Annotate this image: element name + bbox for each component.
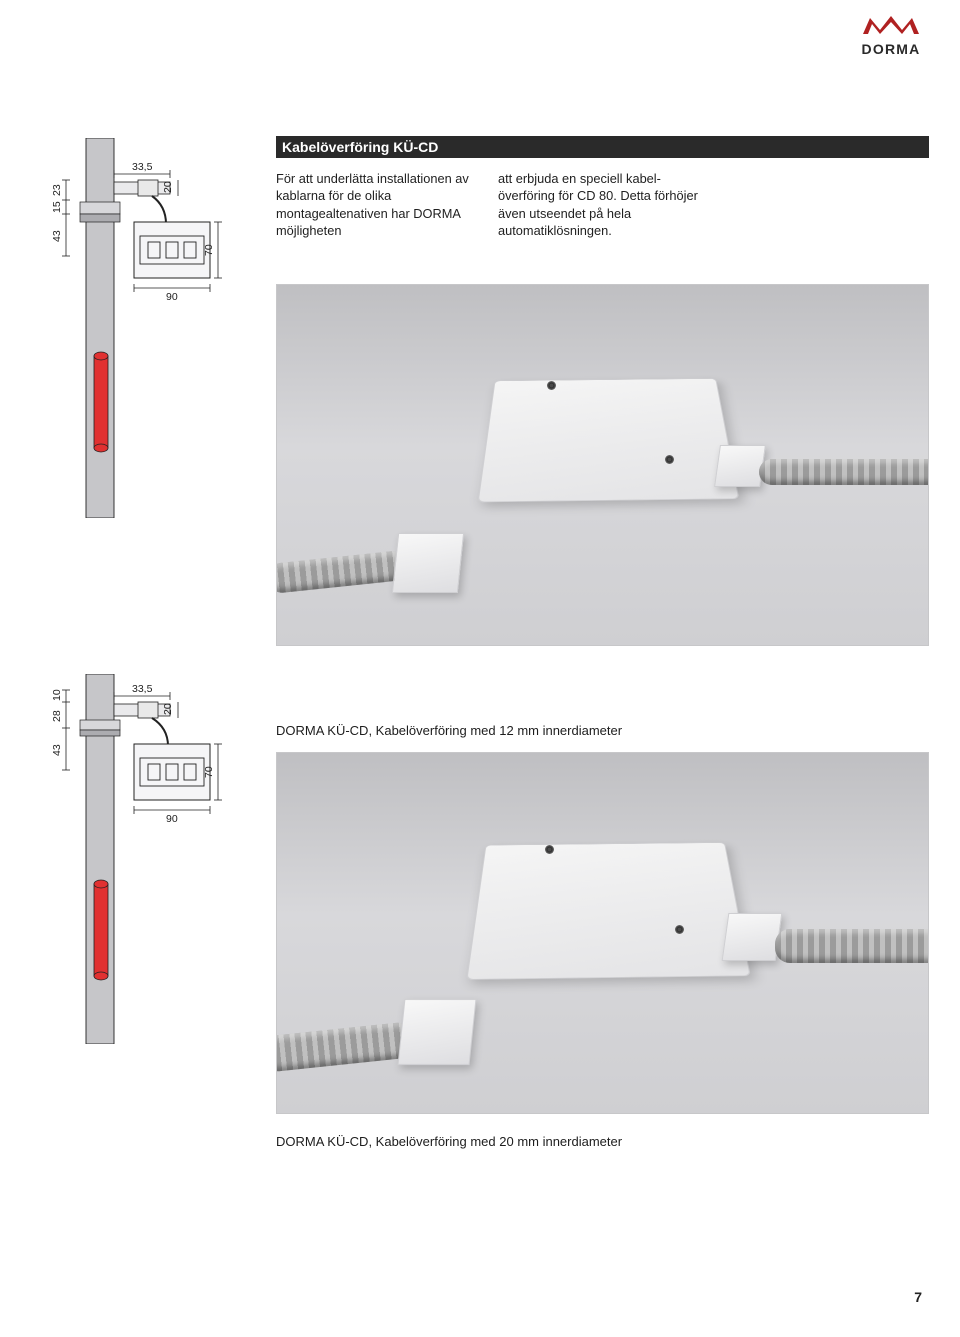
dim-90-b: 90 — [166, 813, 178, 825]
brand-logo: DORMA — [860, 14, 922, 57]
diagram-bottom: 33,5 20 70 10 28 43 90 — [40, 674, 260, 1044]
crown-icon — [860, 14, 922, 36]
brand-name: DORMA — [860, 41, 922, 57]
intro-text: För att underlätta installa­tionen av ka… — [276, 170, 716, 239]
section-title: Kabelöverföring KÜ-CD — [276, 136, 929, 158]
product-photo-20mm — [276, 752, 929, 1114]
dim-43: 43 — [51, 230, 63, 242]
dim-90: 90 — [166, 291, 178, 303]
caption-12mm: DORMA KÜ-CD, Kabelöverföring med 12 mm i… — [276, 723, 622, 738]
intro-col-2: att erbjuda en speciell kabel­överföring… — [498, 170, 698, 239]
caption-20mm: DORMA KÜ-CD, Kabelöverföring med 20 mm i… — [276, 1134, 622, 1149]
dim-20: 20 — [162, 181, 174, 193]
product-photo-12mm — [276, 284, 929, 646]
dim-15: 15 — [51, 201, 63, 213]
diagram-top: 33,5 20 70 23 15 43 90 — [40, 138, 260, 518]
dim-23: 23 — [51, 184, 63, 196]
intro-col-1: För att underlätta installa­tionen av ka… — [276, 170, 476, 239]
dim-70-b: 70 — [203, 766, 215, 778]
product-page: DORMA Kabelöverföring KÜ-CD För att unde… — [0, 0, 960, 1337]
page-number: 7 — [914, 1289, 922, 1305]
dim-28: 28 — [51, 710, 63, 722]
dim-33-5: 33,5 — [132, 161, 153, 173]
dim-43-b: 43 — [51, 744, 63, 756]
dim-20-b: 20 — [162, 703, 174, 715]
dim-33-5-b: 33,5 — [132, 683, 153, 695]
dim-70: 70 — [203, 244, 215, 256]
dim-10: 10 — [51, 689, 63, 701]
